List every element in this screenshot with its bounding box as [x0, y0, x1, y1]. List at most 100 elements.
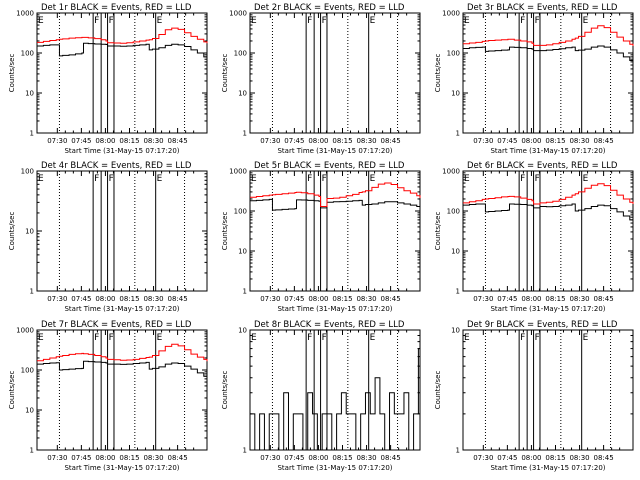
y-axis-label: Counts/sec — [8, 212, 16, 251]
x-axis-label: Start Time (31-May-15 07:17:20) — [64, 464, 179, 472]
marker-label: E — [251, 333, 257, 343]
detector-panel: Det 2r BLACK = Events, RED = LLD E F F E 1 10 1… — [221, 3, 421, 155]
y-tick-label: 1000 — [16, 10, 34, 18]
x-tick-label: 08:30 — [356, 137, 376, 145]
x-axis-label: Start Time (31-May-15 07:17:20) — [277, 147, 392, 155]
x-tick-label: 07:30 — [473, 295, 493, 303]
marker-label: F — [307, 16, 312, 26]
detector-panel: Det 8r BLACK = Events, RED = LLD E F F E 1 10 0… — [221, 320, 421, 472]
x-tick-label: 08:45 — [168, 454, 188, 462]
x-tick-label: 07:45 — [497, 295, 517, 303]
marker-label: E — [157, 333, 163, 343]
marker-label: F — [109, 16, 114, 26]
plot-frame — [249, 329, 421, 451]
y-tick-label: 10 — [238, 90, 247, 98]
marker-label: E — [464, 174, 470, 184]
x-tick-label: 08:45 — [168, 295, 188, 303]
panel-title: Det 9r BLACK = Events, RED = LLD — [467, 320, 618, 330]
x-tick-label: 08:30 — [356, 295, 376, 303]
x-tick-label: 08:45 — [594, 295, 614, 303]
panel-title: Det 3r BLACK = Events, RED = LLD — [467, 3, 618, 13]
plot-frame — [249, 170, 421, 292]
y-tick-label: 10 — [238, 248, 247, 256]
y-tick-label: 1 — [30, 288, 34, 296]
marker-label: E — [157, 16, 163, 26]
plot-frame — [462, 329, 634, 451]
x-tick-label: 08:15 — [545, 454, 565, 462]
marker-label: F — [535, 333, 540, 343]
x-tick-label: 07:45 — [284, 295, 304, 303]
y-axis-label: Counts/sec — [8, 371, 16, 410]
y-axis-label: Counts/sec — [8, 54, 16, 93]
panel-title: Det 5r BLACK = Events, RED = LLD — [254, 161, 405, 171]
x-tick-label: 08:15 — [119, 454, 139, 462]
panel-title: Det 7r BLACK = Events, RED = LLD — [41, 320, 192, 330]
y-tick-label: 10 — [25, 90, 34, 98]
x-tick-label: 08:45 — [381, 454, 401, 462]
events-series-line — [37, 360, 208, 377]
marker-label: F — [520, 16, 525, 26]
detector-panel: Det 6r BLACK = Events, RED = LLD E F F E 1 10 1… — [434, 161, 634, 313]
x-tick-label: 08:30 — [569, 454, 589, 462]
lld-series-line — [250, 182, 421, 207]
x-tick-label: 08:45 — [168, 137, 188, 145]
marker-label: E — [370, 16, 376, 26]
x-tick-label: 07:30 — [47, 295, 67, 303]
y-tick-label: 1000 — [442, 168, 460, 176]
y-tick-label: 1000 — [16, 327, 34, 335]
lld-series-line — [37, 27, 208, 44]
marker-label: E — [464, 333, 470, 343]
marker-label: E — [157, 174, 163, 184]
marker-label: E — [38, 333, 44, 343]
x-tick-label: 08:00 — [308, 454, 328, 462]
x-axis-label: Start Time (31-May-15 07:17:20) — [277, 464, 392, 472]
x-tick-label: 08:15 — [332, 137, 352, 145]
y-tick-label: 1000 — [229, 10, 247, 18]
lld-series-line — [37, 343, 208, 362]
y-tick-label: 100 — [21, 50, 34, 58]
y-tick-label: 1 — [243, 447, 247, 455]
y-tick-label: 1 — [243, 288, 247, 296]
y-axis-label: Counts/sec — [221, 371, 229, 410]
y-axis-label: Counts/sec — [434, 212, 442, 251]
x-tick-label: 07:30 — [47, 454, 67, 462]
x-tick-label: 07:30 — [47, 137, 67, 145]
marker-label: F — [535, 174, 540, 184]
x-tick-label: 08:00 — [521, 137, 541, 145]
plot-frame — [36, 170, 208, 292]
x-tick-label: 08:45 — [381, 295, 401, 303]
plot-frame — [36, 12, 208, 134]
x-tick-label: 08:15 — [332, 454, 352, 462]
x-tick-label: 07:45 — [497, 454, 517, 462]
plot-frame — [36, 329, 208, 451]
x-tick-label: 08:15 — [545, 295, 565, 303]
y-tick-label: 100 — [447, 50, 460, 58]
x-tick-label: 07:45 — [284, 454, 304, 462]
y-tick-label: 1 — [456, 130, 460, 138]
x-tick-label: 08:30 — [569, 137, 589, 145]
x-tick-label: 08:00 — [308, 295, 328, 303]
y-tick-label: 1 — [30, 130, 34, 138]
events-series-line — [250, 348, 421, 451]
marker-label: F — [322, 174, 327, 184]
x-tick-label: 08:30 — [143, 137, 163, 145]
x-tick-label: 08:00 — [521, 295, 541, 303]
x-tick-label: 08:45 — [381, 137, 401, 145]
x-tick-label: 07:45 — [71, 137, 91, 145]
marker-label: F — [322, 16, 327, 26]
x-tick-label: 07:45 — [284, 137, 304, 145]
y-tick-label: 100 — [234, 208, 247, 216]
events-series-line — [463, 45, 634, 61]
y-tick-label: 1 — [30, 447, 34, 455]
marker-label: F — [307, 333, 312, 343]
marker-label: E — [370, 174, 376, 184]
marker-label: F — [307, 174, 312, 184]
x-tick-label: 08:30 — [356, 454, 376, 462]
detector-panel: Det 7r BLACK = Events, RED = LLD E F F E 1 10 1… — [8, 320, 208, 472]
x-axis-label: Start Time (31-May-15 07:17:20) — [490, 305, 605, 313]
x-tick-label: 08:15 — [332, 295, 352, 303]
marker-label: F — [109, 174, 114, 184]
x-tick-label: 07:45 — [71, 295, 91, 303]
y-axis-label: Counts/sec — [221, 54, 229, 93]
y-axis-label: Counts/sec — [434, 371, 442, 410]
